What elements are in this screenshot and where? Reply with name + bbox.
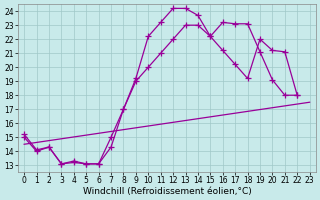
X-axis label: Windchill (Refroidissement éolien,°C): Windchill (Refroidissement éolien,°C): [83, 187, 251, 196]
